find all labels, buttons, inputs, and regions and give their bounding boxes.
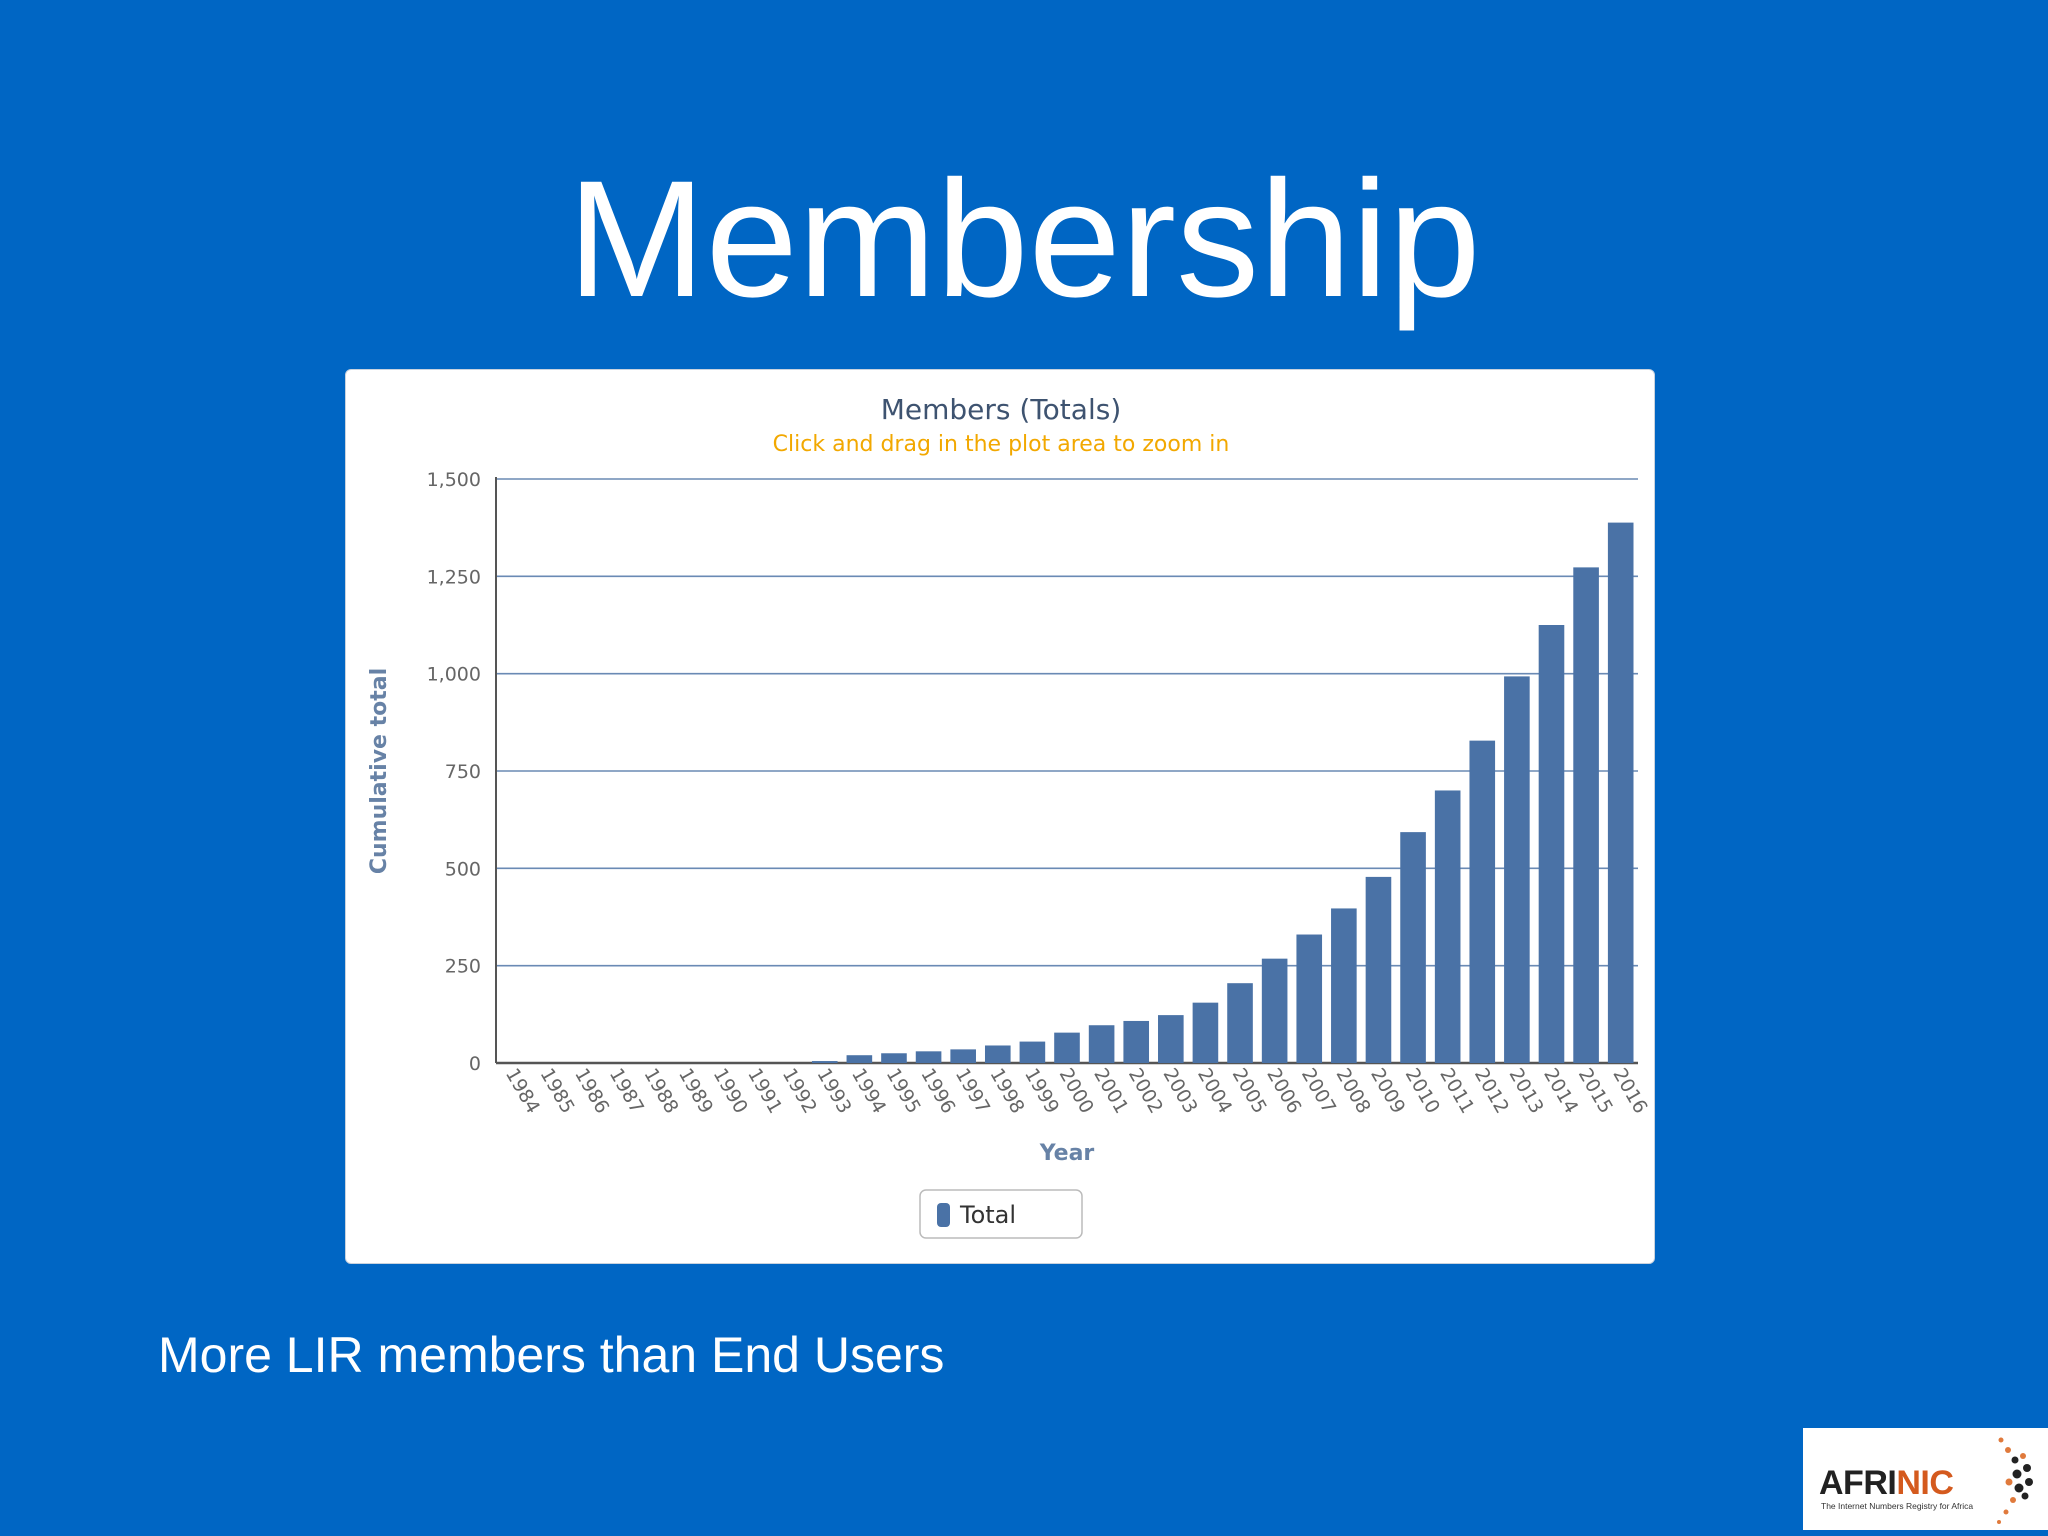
bar-1999[interactable] (1019, 1041, 1046, 1063)
x-tick-label: 2016 (1608, 1065, 1651, 1118)
x-tick-label: 2009 (1366, 1065, 1409, 1118)
bar-1997[interactable] (950, 1049, 976, 1063)
x-tick-label: 1994 (847, 1065, 890, 1118)
bar-2011[interactable] (1434, 790, 1461, 1063)
bar-2015[interactable] (1573, 567, 1599, 1063)
logo-tagline: The Internet Numbers Registry for Africa (1821, 1501, 1973, 1511)
bar-1998[interactable] (984, 1045, 1011, 1063)
x-tick-label: 2002 (1124, 1065, 1167, 1118)
x-axis-title: Year (1039, 1141, 1095, 1166)
x-tick-label: 2007 (1297, 1065, 1340, 1118)
bar-2005[interactable] (1227, 983, 1253, 1063)
bar-chart[interactable]: Members (Totals) Click and drag in the pl… (346, 370, 1656, 1265)
slide-title: Membership (567, 147, 1481, 332)
bar-2006[interactable] (1261, 958, 1288, 1063)
y-tick-label: 0 (469, 1053, 481, 1075)
bar-1995[interactable] (881, 1053, 907, 1063)
chart-subtitle: Click and drag in the plot area to zoom … (773, 432, 1230, 457)
x-tick-label: 2014 (1539, 1065, 1582, 1118)
bar-2001[interactable] (1088, 1025, 1115, 1063)
legend-swatch (937, 1203, 950, 1227)
bar-2012[interactable] (1469, 740, 1496, 1063)
bar-2010[interactable] (1400, 832, 1426, 1063)
legend-box (919, 1189, 1083, 1239)
bar-2013[interactable] (1504, 676, 1530, 1063)
x-tick-label: 2012 (1470, 1065, 1513, 1118)
bar-2002[interactable] (1123, 1020, 1150, 1063)
x-tick-label: 2008 (1332, 1065, 1375, 1118)
afrinic-logo-graphic: AFRINIC The Internet Numbers Registry fo… (1819, 1437, 2033, 1524)
logo-text-nic: NIC (1896, 1464, 1953, 1502)
bar-2008[interactable] (1331, 908, 1357, 1063)
bar-2007[interactable] (1296, 934, 1323, 1063)
bar-2009[interactable] (1365, 876, 1392, 1063)
y-tick-label: 1,000 (427, 664, 481, 686)
x-tick-label: 1984 (501, 1065, 544, 1118)
x-tick-label: 2013 (1505, 1065, 1548, 1118)
bar-2000[interactable] (1054, 1032, 1080, 1063)
bar-2014[interactable] (1538, 625, 1565, 1063)
x-tick-label: 1992 (778, 1065, 821, 1118)
x-tick-label: 1987 (605, 1065, 648, 1118)
x-tick-label: 2001 (1089, 1065, 1132, 1118)
x-tick-label: 2000 (1055, 1065, 1098, 1118)
x-tick-label: 1996 (916, 1065, 959, 1118)
chart-title: Members (Totals) (881, 393, 1122, 426)
x-tick-label: 1997 (951, 1065, 994, 1118)
y-tick-label: 1,250 (427, 566, 481, 588)
x-tick-label: 2004 (1193, 1065, 1236, 1118)
x-tick-label: 2003 (1158, 1065, 1201, 1118)
y-tick-label: 1,500 (427, 469, 481, 491)
x-tick-label: 1985 (536, 1065, 579, 1118)
afrinic-logo: AFRINIC The Internet Numbers Registry fo… (1803, 1428, 2048, 1530)
x-tick-label: 2006 (1262, 1065, 1305, 1118)
bar-2004[interactable] (1192, 1002, 1219, 1063)
x-tick-label: 1990 (709, 1065, 752, 1118)
x-tick-label: 2005 (1228, 1065, 1271, 1118)
x-tick-label: 1989 (674, 1065, 717, 1118)
x-tick-label: 1999 (1020, 1065, 1063, 1118)
x-tick-label: 2010 (1401, 1065, 1444, 1118)
x-tick-label: 1986 (570, 1065, 613, 1118)
y-tick-label: 250 (445, 956, 481, 978)
bar-1996[interactable] (915, 1051, 942, 1063)
x-tick-label: 1998 (985, 1065, 1028, 1118)
x-tick-label: 2011 (1435, 1065, 1478, 1118)
bar-1994[interactable] (846, 1055, 873, 1063)
x-tick-label: 1993 (812, 1065, 855, 1118)
slide-caption: More LIR members than End Users (158, 1327, 945, 1383)
chart-card[interactable]: Members (Totals) Click and drag in the pl… (345, 369, 1655, 1264)
y-axis-title: Cumulative total (367, 668, 392, 874)
svg-text:AFRINIC: AFRINIC (1819, 1464, 1953, 1502)
bar-1993[interactable] (811, 1061, 838, 1063)
y-tick-label: 500 (445, 858, 481, 880)
legend-item-total[interactable]: Total (959, 1201, 1016, 1229)
y-tick-label: 750 (445, 761, 481, 783)
x-tick-label: 1991 (743, 1065, 786, 1118)
x-tick-label: 1995 (882, 1065, 925, 1118)
x-tick-label: 1988 (639, 1065, 682, 1118)
logo-dots-icon (1997, 1437, 2033, 1524)
x-tick-label: 2015 (1574, 1065, 1617, 1118)
logo-text-afri: AFRI (1819, 1464, 1896, 1502)
bar-2003[interactable] (1158, 1015, 1184, 1063)
bar-2016[interactable] (1607, 522, 1634, 1063)
